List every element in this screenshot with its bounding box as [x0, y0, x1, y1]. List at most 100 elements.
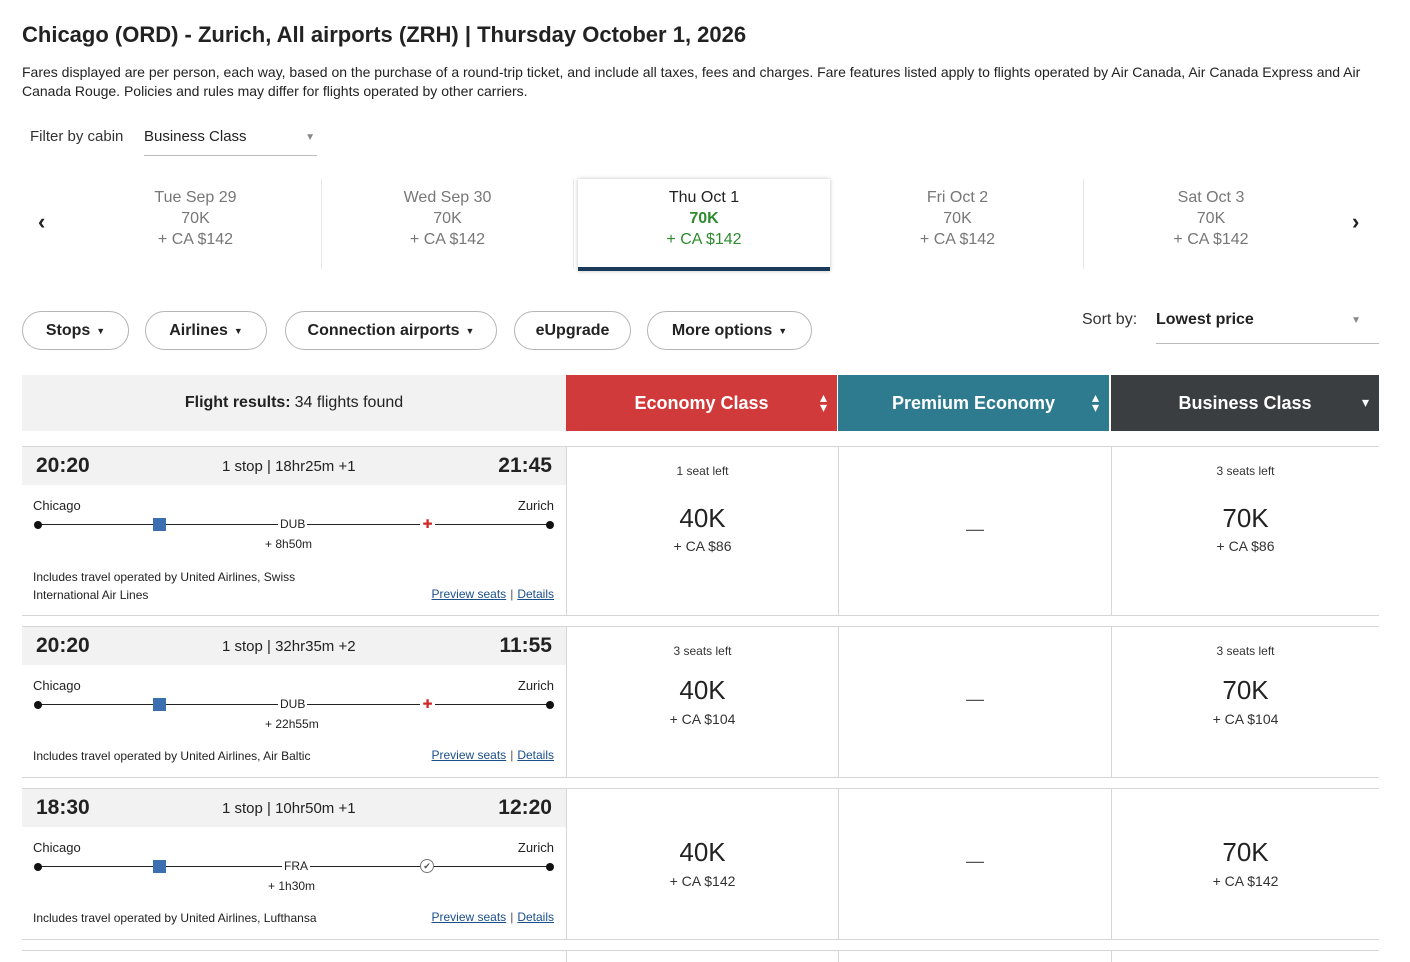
departure-time: 20:20 — [36, 634, 90, 657]
date-option-oct1-selected[interactable]: Thu Oct 1 70K + CA $142 — [578, 179, 830, 271]
fare-cash: + CA $86 — [673, 538, 732, 554]
business-class-label: Business Class — [1178, 392, 1312, 413]
layover-duration: + 1h30m — [268, 879, 316, 893]
fare-points: 70K — [1222, 675, 1269, 705]
date-cash: + CA $142 — [666, 231, 742, 248]
no-fare-dash: — — [966, 689, 984, 709]
column-divider — [566, 951, 567, 962]
link-separator: | — [510, 587, 514, 601]
origin-city: Chicago — [33, 840, 81, 855]
layover-duration: + 22h55m — [265, 717, 319, 731]
operated-by-note: Includes travel operated by United Airli… — [33, 911, 317, 925]
stops-filter-label: Stops — [45, 321, 91, 339]
flight-times-bar: 18:30 1 stop | 10hr50m +1 12:20 — [22, 789, 566, 827]
premium-economy-fare-cell: — — [838, 447, 1111, 615]
flight-row: 20:20 1 stop | 18hr25m +1 21:45 Chicago … — [22, 446, 1379, 616]
origin-dot — [34, 521, 42, 529]
date-option-oct2[interactable]: Fri Oct 2 70K + CA $142 — [832, 179, 1084, 269]
flight-links: Preview seats | Details — [431, 587, 554, 601]
flight-info: 20:20 1 stop | 18hr25m +1 21:45 Chicago … — [22, 447, 566, 615]
economy-class-column-header[interactable]: Economy Class ▴ ▾ — [566, 375, 837, 431]
filter-cabin-label: Filter by cabin — [30, 128, 124, 145]
destination-dot — [546, 863, 554, 871]
swiss-airline-logo-icon: ✚ — [420, 517, 435, 532]
flight-times-bar: 20:20 1 stop | 32hr35m +2 11:55 — [22, 627, 566, 665]
results-count-value: 34 flights found — [294, 394, 404, 411]
caret-down-icon: ▼ — [233, 325, 243, 336]
destination-city: Zurich — [517, 840, 554, 855]
fare-cash: + CA $104 — [669, 711, 736, 727]
economy-fare-cell[interactable]: 3 seats left 40K + CA $104 — [566, 627, 838, 777]
date-points: 70K — [1196, 210, 1226, 227]
economy-class-label: Economy Class — [634, 392, 769, 413]
destination-city: Zurich — [517, 678, 554, 693]
chevron-right-icon[interactable]: › — [1352, 209, 1360, 234]
business-fare-cell[interactable]: 70K + CA $142 — [1111, 789, 1379, 939]
date-points: 70K — [181, 210, 210, 227]
business-class-column-header[interactable]: Business Class ▾ — [1111, 375, 1379, 431]
details-link[interactable]: Details — [517, 587, 554, 601]
preview-seats-link[interactable]: Preview seats — [431, 748, 507, 762]
fare-cash: + CA $104 — [1212, 711, 1279, 727]
preview-seats-link[interactable]: Preview seats — [431, 910, 507, 924]
sort-value: Lowest price — [1156, 311, 1254, 328]
caret-down-icon: ▼ — [465, 325, 475, 336]
flight-row: 20:20 1 stop | 32hr35m +2 11:55 Chicago … — [22, 626, 1379, 778]
date-option-sep29[interactable]: Tue Sep 29 70K + CA $142 — [70, 179, 322, 269]
details-link[interactable]: Details — [517, 910, 554, 924]
date-option-oct3[interactable]: Sat Oct 3 70K + CA $142 — [1085, 179, 1337, 269]
stops-filter-button[interactable]: Stops ▼ — [22, 311, 129, 350]
date-label: Fri Oct 2 — [926, 189, 989, 206]
date-label: Sat Oct 3 — [1177, 189, 1245, 206]
airlines-filter-label: Airlines — [169, 321, 228, 339]
seats-left: 3 seats left — [1216, 644, 1275, 658]
column-divider — [1111, 951, 1112, 962]
departure-time: 18:30 — [36, 796, 90, 819]
origin-dot — [34, 701, 42, 709]
chevron-down-icon: ▼ — [305, 132, 315, 143]
link-separator: | — [510, 748, 514, 762]
premium-economy-column-header[interactable]: Premium Economy ▴ ▾ — [838, 375, 1109, 431]
sort-icon: ▴ ▾ — [819, 389, 827, 415]
flight-links: Preview seats | Details — [431, 748, 554, 762]
details-link[interactable]: Details — [517, 748, 554, 762]
stops-duration: 1 stop | 32hr35m +2 — [222, 638, 356, 655]
date-label: Wed Sep 30 — [403, 189, 492, 206]
origin-city: Chicago — [33, 678, 81, 693]
link-separator: | — [510, 910, 514, 924]
chevron-down-icon: ▼ — [1351, 315, 1361, 326]
no-fare-dash: — — [966, 851, 984, 871]
date-carousel: ‹ Tue Sep 29 70K + CA $142 Wed Sep 30 70… — [22, 179, 1380, 271]
stops-duration: 1 stop | 18hr25m +1 — [222, 458, 356, 475]
eupgrade-filter-button[interactable]: eUpgrade — [514, 311, 631, 350]
connection-airports-filter-button[interactable]: Connection airports ▼ — [285, 311, 497, 350]
connection-airport: DUB — [278, 697, 308, 711]
economy-fare-cell[interactable]: 40K + CA $142 — [566, 789, 838, 939]
fare-points: 40K — [679, 837, 726, 867]
airlines-filter-button[interactable]: Airlines ▼ — [145, 311, 267, 350]
caret-down-icon: ▼ — [778, 325, 788, 336]
date-option-sep30[interactable]: Wed Sep 30 70K + CA $142 — [322, 179, 574, 269]
fare-cash: + CA $142 — [1212, 873, 1279, 889]
flight-links: Preview seats | Details — [431, 910, 554, 924]
economy-fare-cell[interactable]: 1 seat left 40K + CA $86 — [566, 447, 838, 615]
united-airlines-logo-icon — [153, 518, 166, 531]
fare-points: 40K — [679, 503, 726, 533]
caret-down-icon: ▼ — [96, 325, 106, 336]
chevron-left-icon[interactable]: ‹ — [38, 209, 46, 234]
flight-row: 18:30 1 stop | 10hr50m +1 12:20 Chicago … — [22, 788, 1379, 940]
date-cash: + CA $142 — [1173, 231, 1249, 248]
fare-cash: + CA $86 — [1216, 538, 1275, 554]
sort-label: Sort by: — [1082, 311, 1138, 328]
preview-seats-link[interactable]: Preview seats — [431, 587, 507, 601]
business-fare-cell[interactable]: 3 seats left 70K + CA $86 — [1111, 447, 1379, 615]
filter-cabin-select[interactable]: Business Class ▼ — [144, 124, 317, 156]
flight-info: 20:20 1 stop | 32hr35m +2 11:55 Chicago … — [22, 627, 566, 777]
business-fare-cell[interactable]: 3 seats left 70K + CA $104 — [1111, 627, 1379, 777]
fare-disclaimer: Fares displayed are per person, each way… — [22, 64, 1361, 99]
connection-airport: DUB — [278, 517, 308, 531]
eupgrade-filter-label: eUpgrade — [535, 321, 610, 339]
fare-cash: + CA $142 — [669, 873, 736, 889]
sort-select[interactable]: Lowest price ▼ — [1156, 306, 1379, 344]
more-options-button[interactable]: More options ▼ — [647, 311, 812, 350]
